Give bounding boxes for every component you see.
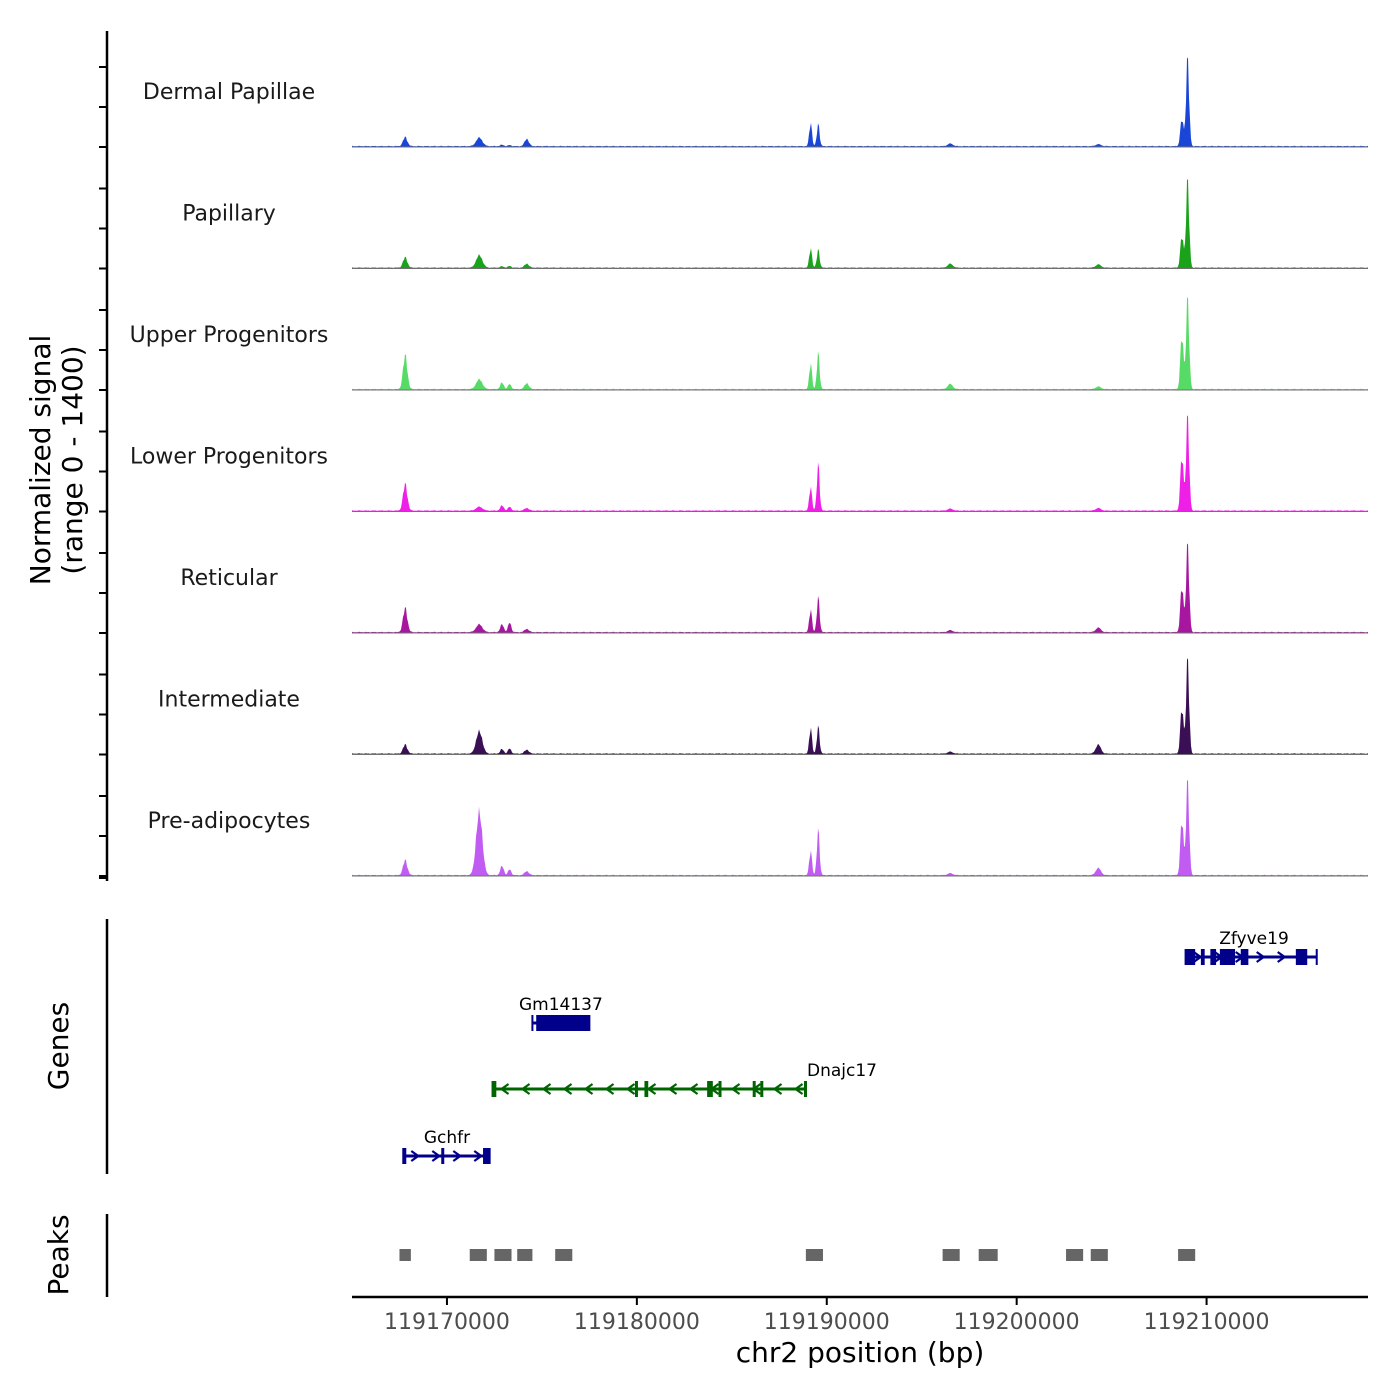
strand-arrow: [772, 1083, 783, 1095]
peak-region: [1178, 1249, 1196, 1261]
exon: [1219, 949, 1236, 965]
strand-arrow: [541, 1083, 552, 1095]
track-label-pre-adipocytes: Pre-adipocytes: [148, 809, 311, 834]
signal-y-axis: [99, 31, 109, 881]
gene-zfyve19: Zfyve19: [1184, 929, 1318, 965]
exon: [1240, 949, 1249, 965]
track-intermediate: Intermediate: [158, 658, 1368, 755]
strand-arrow: [793, 1083, 804, 1095]
exon: [752, 1081, 756, 1097]
exon: [403, 1148, 407, 1164]
x-axis-label: chr2 position (bp): [736, 1336, 985, 1369]
track-label-papillary: Papillary: [182, 202, 276, 227]
signal-area-upper-progenitors: [352, 297, 1368, 390]
peaks-panel-label: Peaks: [42, 1214, 75, 1295]
peak-region: [555, 1249, 573, 1261]
gene-label-zfyve19: Zfyve19: [1219, 929, 1289, 949]
track-dermal-papillae: Dermal Papillae: [143, 57, 1368, 148]
peak-region: [942, 1249, 960, 1261]
peak-region: [1090, 1249, 1108, 1261]
x-tick-label: 119180000: [574, 1310, 700, 1335]
signal-area-intermediate: [352, 658, 1368, 754]
strand-arrow: [1277, 951, 1287, 963]
peak-region: [517, 1249, 533, 1261]
exon: [1210, 949, 1217, 965]
exon: [1184, 949, 1196, 965]
gene-label-gm14137: Gm14137: [519, 995, 603, 1015]
signal-area-pre-adipocytes: [352, 779, 1368, 876]
peaks-panel: [105, 1214, 1196, 1297]
strand-arrow: [410, 1150, 421, 1162]
track-label-upper-progenitors: Upper Progenitors: [130, 323, 329, 348]
strand-arrow: [667, 1083, 678, 1095]
gene-gm14137: Gm14137: [519, 995, 603, 1031]
exon: [644, 1081, 649, 1097]
strand-arrow: [688, 1083, 699, 1095]
x-tick-label: 119200000: [954, 1310, 1080, 1335]
strand-arrow: [431, 1150, 442, 1162]
track-lower-progenitors: Lower Progenitors: [130, 415, 1368, 512]
x-tick-label: 119170000: [384, 1310, 510, 1335]
strand-arrow: [1256, 951, 1266, 963]
exon: [483, 1148, 491, 1164]
exon: [634, 1081, 638, 1097]
track-upper-progenitors: Upper Progenitors: [130, 297, 1368, 391]
signal-area-lower-progenitors: [352, 415, 1368, 511]
signal-area-reticular: [352, 543, 1368, 633]
gene-gchfr: Gchfr: [402, 1128, 491, 1164]
x-axis: 119170000 119180000 119190000 119200000 1192…: [352, 1295, 1368, 1335]
peak-region: [1066, 1249, 1084, 1261]
signal-area-papillary: [352, 178, 1368, 268]
strand-arrow: [473, 1150, 484, 1162]
gene-label-dnajc17: Dnajc17: [807, 1061, 877, 1081]
peak-region: [494, 1249, 512, 1261]
strand-arrow: [499, 1083, 510, 1095]
strand-arrow: [1193, 951, 1203, 963]
signal-area-dermal-papillae: [352, 57, 1368, 147]
strand-arrow: [730, 1083, 741, 1095]
x-tick-label: 119190000: [764, 1310, 890, 1335]
track-pre-adipocytes: Pre-adipocytes: [148, 779, 1368, 877]
genes-panel: Zfyve19 Gm14137 Dnajc17 Gchfr: [105, 919, 1318, 1174]
strand-arrow: [646, 1083, 657, 1095]
exon: [441, 1148, 445, 1164]
peak-region: [805, 1249, 823, 1261]
strand-arrow: [604, 1083, 615, 1095]
exon: [707, 1081, 713, 1097]
y-axis-label: Normalized signal: [24, 335, 57, 586]
track-label-reticular: Reticular: [180, 566, 278, 591]
exon: [1200, 949, 1205, 965]
track-reticular: Reticular: [180, 543, 1368, 634]
strand-arrow: [562, 1083, 573, 1095]
gene-label-gchfr: Gchfr: [424, 1128, 470, 1148]
strand-arrow: [452, 1150, 463, 1162]
peak-region: [978, 1249, 998, 1261]
exon: [536, 1015, 590, 1031]
strand-arrow: [520, 1083, 531, 1095]
y-axis-range-label: (range 0 - 1400): [56, 345, 89, 574]
track-label-dermal-papillae: Dermal Papillae: [143, 80, 315, 105]
track-label-intermediate: Intermediate: [158, 688, 300, 713]
peak-region: [399, 1249, 411, 1261]
strand-arrow: [583, 1083, 594, 1095]
gene-dnajc17: Dnajc17: [491, 1061, 877, 1097]
x-tick-label: 119210000: [1144, 1310, 1270, 1335]
track-label-lower-progenitors: Lower Progenitors: [130, 445, 328, 470]
exon: [718, 1081, 722, 1097]
track-papillary: Papillary: [182, 178, 1368, 269]
genes-panel-label: Genes: [42, 1002, 75, 1090]
peak-region: [469, 1249, 487, 1261]
exon: [492, 1081, 497, 1097]
exon: [803, 1081, 807, 1097]
strand-arrow: [625, 1083, 636, 1095]
exon: [760, 1081, 764, 1097]
exon: [1295, 949, 1308, 965]
signal-panel: Dermal Papillae Papillary Upper Progenitor…: [130, 57, 1368, 877]
